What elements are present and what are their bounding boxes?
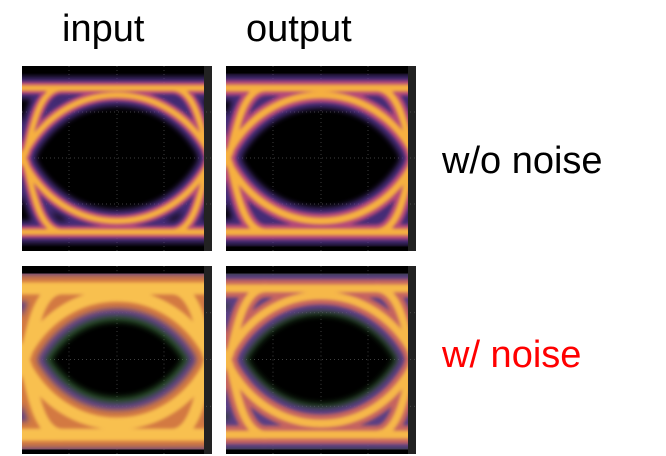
row-label: w/ noise [442, 334, 582, 376]
row-label: w/o noise [442, 140, 603, 182]
column-label: input [62, 8, 145, 50]
column-label: output [246, 8, 352, 50]
eye-diagram [22, 66, 212, 251]
eye-diagram [22, 266, 212, 454]
eye-diagram [226, 66, 416, 251]
eye-diagram [226, 266, 416, 454]
